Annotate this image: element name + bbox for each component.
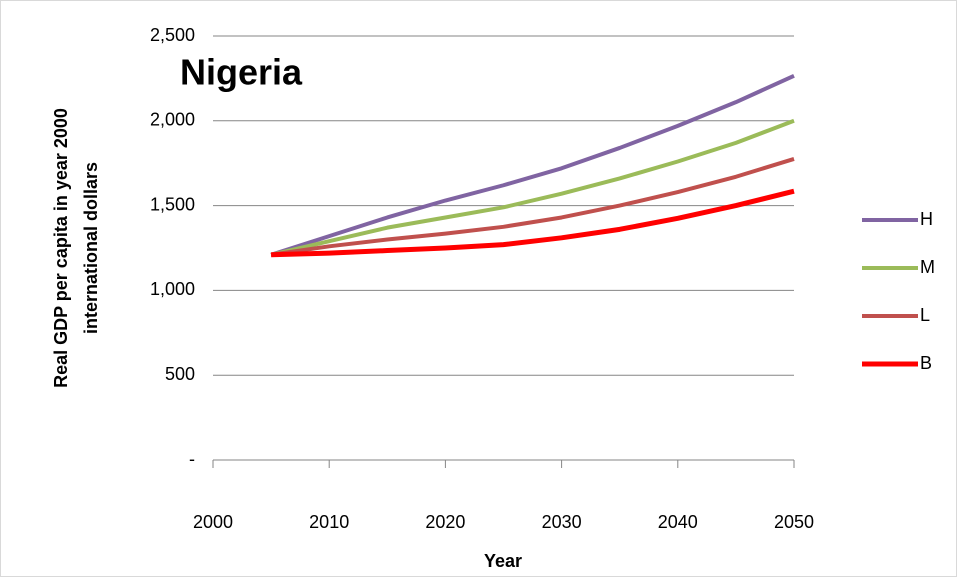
y-tick-label: 2,500 <box>150 25 195 45</box>
x-tick-label: 2040 <box>658 512 698 532</box>
x-tick-label: 2020 <box>425 512 465 532</box>
series-line <box>271 188 795 258</box>
series-line <box>270 118 795 257</box>
y-tick-label: 1,500 <box>150 194 195 214</box>
y-tick-label: 500 <box>165 364 195 384</box>
legend-label: M <box>920 257 935 277</box>
series-line <box>270 157 795 257</box>
legend-label: B <box>920 353 932 373</box>
chart-title: Nigeria <box>180 52 303 93</box>
y-tick-label: - <box>189 449 195 469</box>
x-tick-label: 2010 <box>309 512 349 532</box>
y-axis-label-line: Real GDP per capita in year 2000 <box>51 108 71 388</box>
y-tick-label: 1,000 <box>150 279 195 299</box>
y-axis-label-line: international dollars <box>81 162 101 334</box>
legend-label: H <box>920 209 933 229</box>
y-axis-label: Real GDP per capita in year 2000 interna… <box>51 108 101 388</box>
x-tick-label: 2030 <box>542 512 582 532</box>
x-tick-label: 2050 <box>774 512 814 532</box>
x-axis-label: Year <box>484 551 522 571</box>
x-tick-label: 2000 <box>193 512 233 532</box>
series-line <box>270 74 795 257</box>
legend-label: L <box>920 305 930 325</box>
y-tick-label: 2,000 <box>150 110 195 130</box>
